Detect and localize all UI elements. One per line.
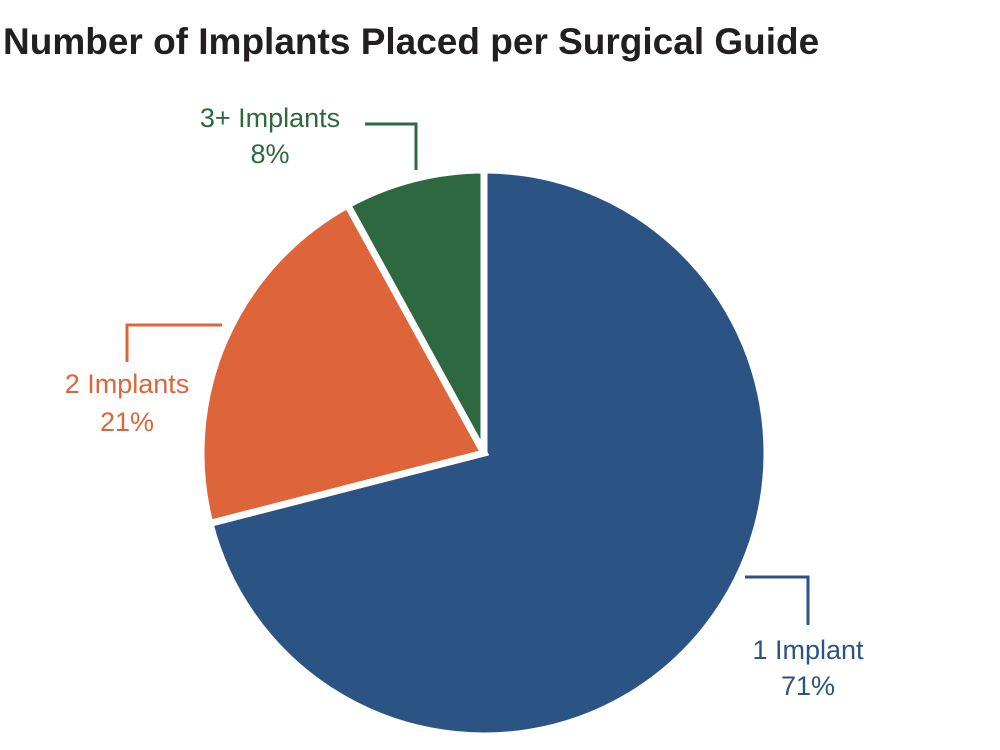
leader-line <box>745 575 810 625</box>
category-label: 3+ Implants <box>200 103 340 133</box>
pie-slice <box>197 200 490 528</box>
value-label: 21% <box>100 407 154 437</box>
pie-slice <box>205 166 771 740</box>
category-label: 1 Implant <box>752 635 864 665</box>
leader-line <box>125 323 222 362</box>
chart-title: Number of Implants Placed per Surgical G… <box>3 21 819 62</box>
category-label: 2 Implants <box>65 369 190 399</box>
leader-line <box>365 122 418 170</box>
value-label: 8% <box>250 139 289 169</box>
value-label: 71% <box>781 671 835 701</box>
pie-slice <box>342 166 488 455</box>
